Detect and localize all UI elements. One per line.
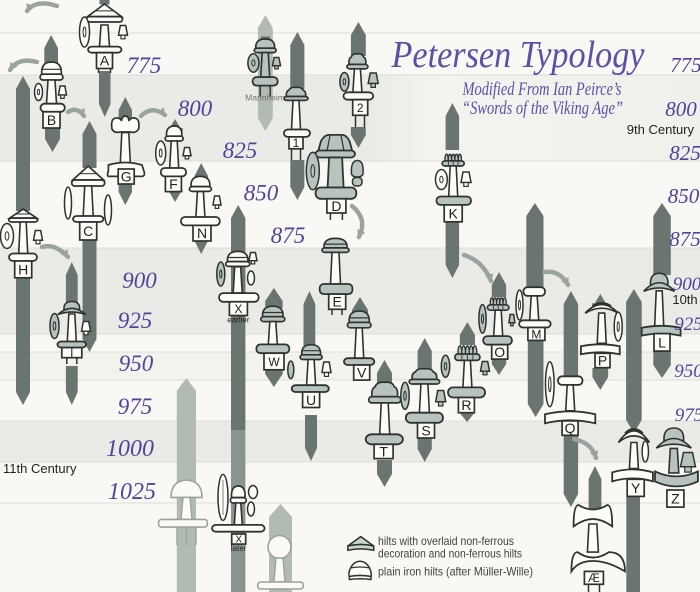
svg-text:I: I (70, 346, 73, 360)
svg-text:800: 800 (178, 96, 213, 121)
svg-text:Petersen Typology: Petersen Typology (391, 34, 645, 76)
svg-text:M: M (531, 327, 541, 341)
svg-text:earlier: earlier (227, 316, 250, 325)
svg-text:775: 775 (127, 53, 162, 78)
svg-text:Z: Z (671, 491, 680, 507)
svg-text:F: F (169, 176, 178, 192)
svg-text:T: T (379, 444, 388, 460)
svg-text:H: H (18, 261, 28, 277)
svg-text:N: N (197, 225, 207, 241)
svg-text:2: 2 (357, 101, 364, 115)
svg-text:800: 800 (665, 97, 697, 121)
svg-text:1025: 1025 (108, 479, 156, 505)
svg-text:decoration and non-ferrous hil: decoration and non-ferrous hilts (378, 547, 522, 561)
svg-text:“Swords of the Viking Age”: “Swords of the Viking Age” (462, 98, 623, 119)
svg-text:A: A (100, 53, 110, 69)
svg-text:950: 950 (119, 351, 154, 376)
svg-text:K: K (449, 205, 459, 221)
svg-text:C: C (83, 223, 93, 239)
svg-text:hilts with overlaid non-ferrou: hilts with overlaid non-ferrous (378, 534, 514, 548)
svg-text:L: L (658, 334, 666, 350)
svg-text:900: 900 (122, 268, 157, 293)
svg-text:950: 950 (674, 361, 700, 382)
svg-text:850: 850 (244, 181, 279, 206)
svg-text:925: 925 (674, 314, 700, 335)
svg-text:W: W (268, 355, 280, 369)
svg-text:D: D (331, 198, 341, 214)
svg-text:R: R (461, 397, 471, 413)
svg-text:775: 775 (670, 53, 700, 77)
svg-text:plain iron hilts (after Müller: plain iron hilts (after Müller-Wille) (378, 565, 533, 579)
svg-text:975: 975 (675, 405, 700, 426)
svg-text:X: X (235, 535, 242, 546)
svg-text:Mannheim: Mannheim (245, 93, 285, 103)
svg-text:825: 825 (223, 138, 258, 163)
svg-text:1000: 1000 (106, 436, 154, 462)
svg-text:9th Century: 9th Century (627, 122, 695, 137)
svg-text:G: G (121, 169, 132, 185)
svg-text:Æ: Æ (588, 571, 600, 585)
svg-text:O: O (494, 344, 505, 360)
svg-text:1: 1 (293, 136, 300, 150)
svg-text:P: P (598, 353, 607, 369)
svg-text:825: 825 (669, 141, 700, 165)
svg-text:875: 875 (669, 227, 700, 251)
svg-text:10th: 10th (672, 292, 697, 307)
svg-text:Q: Q (565, 420, 576, 436)
svg-text:850: 850 (668, 184, 700, 208)
svg-text:Y: Y (631, 480, 641, 496)
svg-text:925: 925 (118, 308, 153, 333)
svg-text:900: 900 (673, 274, 700, 295)
svg-text:E: E (333, 294, 342, 310)
svg-text:later: later (231, 544, 247, 553)
svg-text:B: B (47, 112, 56, 128)
svg-text:975: 975 (118, 394, 153, 419)
svg-text:Modified From Ian Peirce’s: Modified From Ian Peirce’s (462, 79, 622, 100)
svg-text:11th Century: 11th Century (3, 461, 77, 476)
svg-text:X: X (234, 302, 242, 316)
svg-text:875: 875 (271, 223, 306, 248)
svg-text:U: U (306, 392, 316, 408)
svg-text:V: V (357, 365, 367, 381)
svg-text:S: S (421, 422, 430, 438)
